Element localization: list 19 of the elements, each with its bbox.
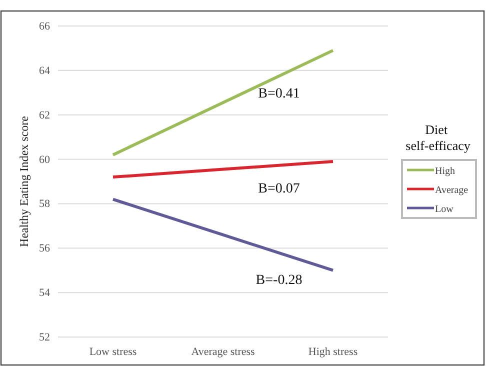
x-tick-label: High stress <box>308 346 358 358</box>
annotation: B=0.07 <box>258 182 300 197</box>
x-tick-label: Low stress <box>89 346 137 358</box>
y-axis-title: Healthy Eating Index score <box>17 116 31 247</box>
annotation: B=0.41 <box>258 86 300 102</box>
y-tick-label: 62 <box>39 109 50 122</box>
y-tick-label: 56 <box>39 242 50 255</box>
y-tick-label: 66 <box>39 20 50 33</box>
legend-label: Average <box>435 185 469 196</box>
legend-label: High <box>435 166 455 177</box>
y-tick-label: 54 <box>39 287 50 300</box>
y-tick-label: 58 <box>39 198 50 210</box>
x-tick-label: Average stress <box>191 346 255 358</box>
legend-label: Low <box>435 204 454 215</box>
legend-title: Diet self-efficacy <box>406 122 471 153</box>
y-tick-label: 52 <box>39 332 50 344</box>
y-tick-label: 60 <box>39 154 50 166</box>
annotation: B=-0.28 <box>256 273 302 288</box>
y-tick-label: 64 <box>39 64 50 77</box>
